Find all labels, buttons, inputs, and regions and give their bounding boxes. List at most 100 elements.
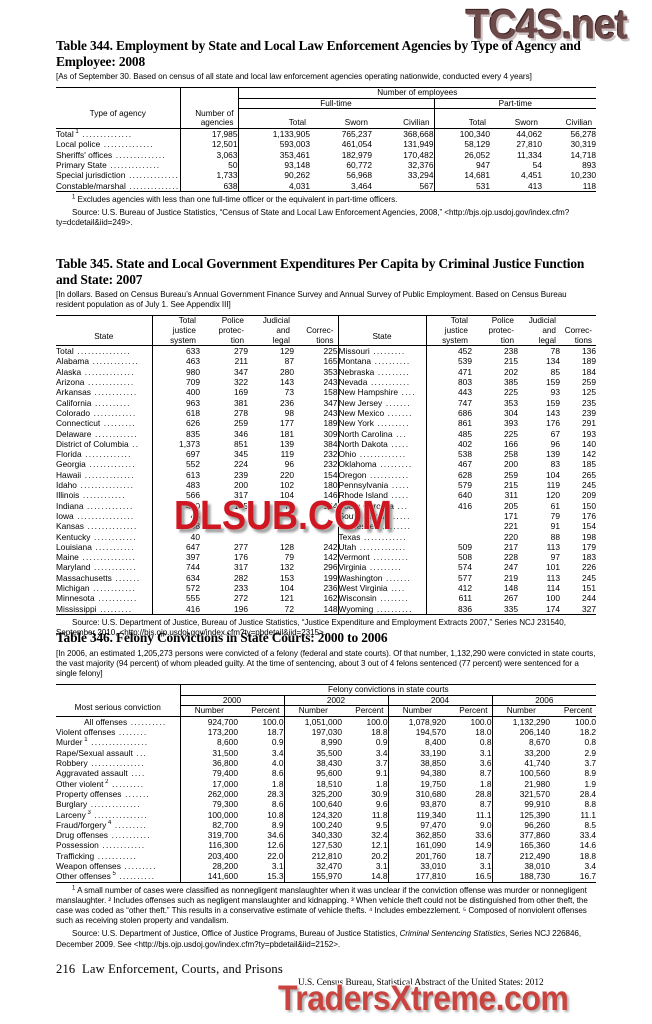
cell-total-justice: 552 [151, 459, 200, 470]
cell-number-2002: 1,051,000 [283, 715, 342, 728]
th-total-justice-left: Total justice system [151, 315, 200, 346]
cell-police: 225 [504, 387, 518, 398]
cell-corrections: 291 [582, 418, 596, 429]
th-number-of-agencies: Number of agencies [179, 108, 238, 129]
cell-total-justice: 579 [425, 480, 472, 491]
leader-dots: ............ [90, 387, 138, 398]
row-label: Primary State .............. [56, 159, 161, 170]
leader-dots: ............ [89, 583, 137, 594]
table-row: Drug offenses ........... 319,700 34.6 340,… [56, 830, 596, 841]
leader-dots: .......... [91, 397, 131, 408]
cell-number-2000: 141,600 [179, 871, 238, 883]
leader-dots: ... [132, 747, 148, 758]
row-label: Nebraska ......... [337, 366, 426, 378]
cell-total-justice: 1,373 [151, 438, 200, 450]
cell-corrections: 151 [582, 583, 596, 594]
leader-dots: ............ [90, 562, 137, 573]
cell-police: 259 [504, 469, 518, 480]
leader-dots: ......... [366, 562, 403, 573]
cell-judicial: 132 [280, 562, 294, 573]
cell-corrections: 353 [323, 366, 338, 377]
cell-judicial: 78 [518, 345, 560, 357]
cell-number-2006: 321,570 [491, 788, 550, 800]
cell-percent-2006: 100.0 [550, 715, 597, 728]
cell-ft-total: 93,148 [237, 159, 310, 171]
cell-percent-2004: 18.7 [475, 850, 492, 861]
row-label: Kansas .............. [56, 521, 138, 532]
row-label: Special jurisdiction .............. [56, 170, 180, 181]
cell-percent-2002: 3.4 [375, 747, 388, 758]
leader-dots: ......... [376, 459, 413, 470]
cell-number-2006: 96,260 [491, 819, 550, 831]
cell-police: 317 [234, 562, 248, 573]
cell-ft-sworn: 765,237 [310, 128, 372, 140]
cell-judicial: 128 [280, 541, 294, 552]
cell-corrections: 136 [560, 345, 596, 357]
leader-dots: ............... [76, 480, 135, 491]
row-label: New Jersey ....... [337, 397, 426, 408]
th-corrections-left: Correc- tions [294, 315, 338, 346]
cell-corrections: 154 [323, 469, 338, 480]
leader-dots: .............. [106, 159, 161, 170]
cell-police: 166 [504, 438, 518, 449]
cell-police: 304 [504, 407, 518, 418]
leader-dots: ............... [78, 552, 137, 563]
table-346: Most serious conviction Felony convictio… [56, 684, 597, 883]
table-row: Rape/Sexual assault ... 31,500 3.4 35,500 3.… [56, 747, 596, 759]
row-label: Alaska .............. [56, 366, 135, 377]
row-label: Sheriffs' offices .............. [56, 149, 166, 160]
table-row: Primary State .............. 50 93,148 60,7… [56, 159, 596, 171]
cell-police: 278 [234, 407, 248, 418]
table-row: Other violent 2 ......... 17,000 1.8 18,510… [56, 778, 596, 789]
cell-ft-civilian: 32,376 [407, 159, 434, 170]
table-row: Minnesota ........... 555 272 121 162 Wiscons… [56, 593, 596, 604]
cell-judicial: 102 [280, 480, 294, 491]
row-label: Other offenses 5 .......... [56, 871, 180, 883]
cell-ft-sworn: 60,772 [346, 159, 372, 170]
table-344-block: Table 344. Employment by State and Local… [56, 38, 597, 228]
cell-number-2000: 31,500 [179, 747, 238, 759]
table-row: Mississippi ......... 416 196 72 148 Wyoming … [56, 603, 596, 615]
cell-total-justice: 483 [151, 480, 200, 491]
row-label: Total 1 .............. [56, 128, 180, 140]
cell-total-justice: 647 [151, 541, 200, 553]
cell-number-2002: 95,600 [283, 768, 342, 779]
th-number-2004: Number [387, 705, 446, 717]
cell-corrections: 162 [323, 593, 338, 604]
cell-pt-civilian: 14,718 [570, 149, 597, 160]
cell-percent-2000: 22.0 [267, 850, 284, 861]
cell-total-justice: 416 [151, 603, 200, 615]
th-year-2002: 2002 [283, 694, 388, 706]
table-346-head: Most serious conviction Felony convictio… [56, 684, 597, 717]
cell-number-2006: 212,490 [491, 850, 550, 862]
table-row: Other offenses 5 .......... 141,600 15.3 15… [56, 871, 597, 883]
cell-percent-2004: 11.1 [475, 809, 492, 820]
cell-corrections: 183 [582, 552, 596, 563]
cell-ft-civilian: 33,294 [407, 170, 434, 181]
leader-dots: .............. [81, 366, 135, 377]
cell-ft-sworn: 3,464 [310, 180, 372, 192]
cell-total-justice [425, 521, 472, 532]
table-row: Maine ............... 397 176 79 142 Vermont … [56, 552, 596, 563]
th-ft-total: Total [237, 108, 310, 129]
th-number-2002: Number [283, 705, 342, 717]
cell-judicial: 96 [550, 438, 560, 449]
th-pt-sworn: Sworn [490, 108, 542, 129]
cell-percent-2004: 33.6 [475, 830, 492, 841]
cell-number-2004: 93,870 [387, 799, 446, 810]
cell-police: 233 [234, 583, 248, 594]
row-label: Property offenses ....... [56, 788, 151, 799]
cell-corrections: 245 [582, 480, 596, 491]
cell-total-justice: 577 [425, 572, 472, 584]
cell-number-2002: 212,810 [283, 850, 342, 862]
cell-percent-2002: 1.8 [375, 778, 388, 789]
row-label: Kentucky ............ [56, 531, 137, 542]
cell-corrections: 327 [560, 603, 596, 615]
row-label: Georgia ............. [56, 459, 136, 470]
leader-dots: ............... [87, 758, 145, 769]
cell-percent-2006: 18.2 [579, 727, 597, 738]
cell-number-2004: 201,760 [387, 850, 446, 862]
cell-corrections: 148 [294, 603, 338, 615]
cell-number-2000: 82,700 [179, 819, 238, 831]
cell-judicial: 153 [280, 572, 294, 583]
